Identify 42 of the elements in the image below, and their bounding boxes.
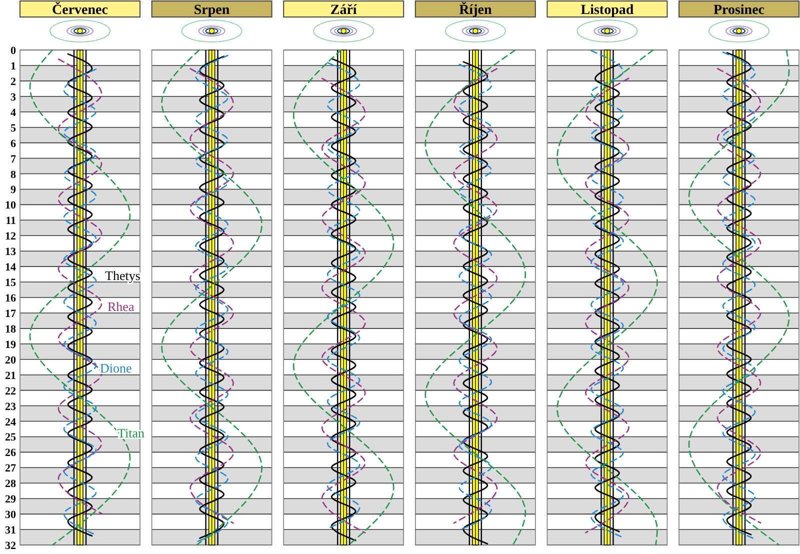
- y-tick-label: 28: [5, 478, 16, 490]
- chart-title: Říjen: [459, 1, 492, 18]
- y-tick-label: 15: [5, 277, 16, 290]
- y-tick-label: 16: [5, 292, 16, 304]
- y-tick-label: 24: [5, 416, 16, 428]
- y-tick-label: 13: [5, 246, 16, 258]
- y-tick-label: 32: [5, 540, 16, 552]
- y-tick-label: 12: [5, 230, 16, 243]
- series-label: Rhea: [108, 298, 134, 314]
- y-tick-label: 29: [5, 494, 16, 506]
- chart-title: Listopad: [580, 3, 634, 18]
- y-tick-label: 2: [10, 76, 16, 88]
- y-tick-label: 21: [5, 370, 16, 382]
- y-tick-label: 20: [5, 354, 16, 366]
- y-tick-label: 17: [5, 308, 16, 320]
- y-tick-label: 23: [5, 400, 16, 413]
- y-tick-label: 26: [5, 447, 16, 460]
- y-tick-label: 5: [10, 122, 16, 134]
- chart-title: Prosinec: [713, 3, 765, 18]
- chart-title: Červenec: [52, 1, 108, 18]
- y-tick-label: 4: [10, 106, 16, 119]
- y-tick-label: 11: [6, 215, 16, 228]
- y-tick-label: 14: [5, 262, 16, 274]
- series-label: Dione: [100, 360, 132, 376]
- y-tick-label: 22: [5, 385, 16, 398]
- chart-title: Září: [330, 3, 358, 18]
- y-tick-label: 9: [10, 184, 16, 196]
- series-label: Thetys: [105, 268, 140, 283]
- y-tick-label: 0: [10, 45, 16, 57]
- y-tick-label: 8: [10, 168, 16, 181]
- y-tick-label: 25: [5, 432, 16, 444]
- y-tick-label: 30: [5, 509, 16, 522]
- y-tick-label: 3: [10, 91, 16, 104]
- y-tick-label: 19: [5, 338, 16, 351]
- y-tick-label: 18: [5, 323, 16, 336]
- y-tick-label: 1: [10, 60, 16, 72]
- y-tick-label: 6: [10, 138, 16, 150]
- y-tick-label: 31: [5, 524, 16, 537]
- chart-title: Srpen: [194, 3, 230, 18]
- y-tick-label: 10: [5, 200, 16, 212]
- y-tick-label: 27: [5, 462, 16, 475]
- y-tick-label: 7: [10, 153, 16, 166]
